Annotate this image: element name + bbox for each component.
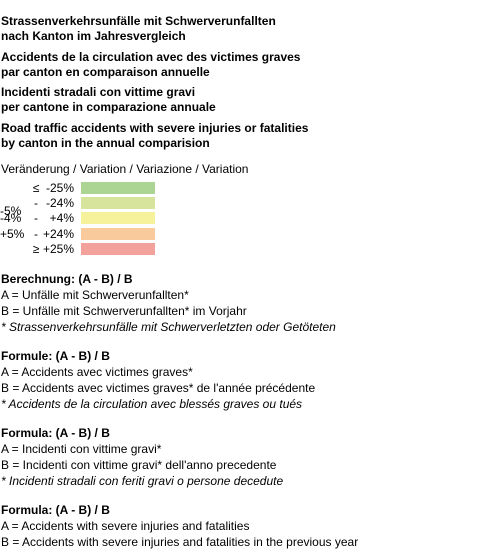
legend-range-sep: ≤ <box>32 181 40 195</box>
title-de: Strassenverkehrsunfälle mit Schwerverunf… <box>1 14 276 44</box>
legend-range-low: -4% <box>0 211 22 225</box>
legend-range-high: -25% <box>45 181 74 195</box>
formula-section-fr: Formule: (A - B) / B A = Accidents avec … <box>1 348 315 412</box>
title-fr: Accidents de la circulation avec des vic… <box>1 50 300 80</box>
legend-range-sep: ≥ <box>32 242 40 256</box>
legend-range-sep: - <box>34 196 38 210</box>
formula-heading: Formula: (A - B) / B <box>1 503 110 517</box>
legend-range-low: +5% <box>0 227 25 241</box>
title-en-line-1: Road traffic accidents with severe injur… <box>1 121 309 135</box>
formula-line-b: B = Unfälle mit Schwerverunfallten* im V… <box>1 304 247 318</box>
legend-range-sep: - <box>34 227 38 241</box>
legend-row-decrease-moderate: - -24% <box>0 196 200 211</box>
formula-line-b: B = Accidents with severe injuries and f… <box>1 535 359 549</box>
formula-line-a: A = Incidenti con vittime gravi* <box>1 442 162 456</box>
formula-heading: Berechnung: (A - B) / B <box>1 272 133 286</box>
legend-swatch <box>81 212 155 224</box>
formula-line-b: B = Incidenti con vittime gravi* dell'an… <box>1 458 277 472</box>
formula-footnote: * Accidents de la circulation avec bless… <box>1 397 303 411</box>
title-it: Incidenti stradali con vittime gravi per… <box>1 85 216 115</box>
legend-range-low: -5% <box>0 204 22 218</box>
legend-swatch <box>81 243 155 255</box>
formula-footnote: * Incidenti stradali con feriti gravi o … <box>1 474 284 488</box>
title-en-line-2: by canton in the annual comparision <box>1 136 210 150</box>
legend-range-high: +4% <box>49 211 74 225</box>
legend-row-increase-strong: ≥ +25% <box>0 242 200 257</box>
legend-heading: Veränderung / Variation / Variazione / V… <box>1 162 249 176</box>
title-it-line-1: Incidenti stradali con vittime gravi <box>1 85 196 99</box>
legend-range-high: +24% <box>42 227 74 241</box>
formula-section-it: Formula: (A - B) / B A = Incidenti con v… <box>1 425 283 489</box>
title-it-line-2: per cantone in comparazione annuale <box>1 100 216 114</box>
formula-line-a: A = Accidents avec victimes graves* <box>1 365 193 379</box>
title-fr-line-2: par canton en comparaison annuelle <box>1 65 210 79</box>
formula-heading: Formula: (A - B) / B <box>1 426 110 440</box>
legend-row-bound: -5% <box>0 204 200 219</box>
legend-swatch <box>81 182 155 194</box>
formula-section-en: Formula: (A - B) / B A = Accidents with … <box>1 502 358 550</box>
title-de-line-2: nach Kanton im Jahresvergleich <box>1 29 186 43</box>
legend-swatch <box>81 228 155 240</box>
legend-range-sep: - <box>34 211 38 225</box>
title-en: Road traffic accidents with severe injur… <box>1 121 308 151</box>
legend-row-increase-moderate: +5% - +24% <box>0 227 200 242</box>
formula-footnote: * Strassenverkehrsunfälle mit Schwerverl… <box>1 320 336 334</box>
legend-swatch <box>81 197 155 209</box>
legend-row-stable: -4% - +4% <box>0 211 200 226</box>
legend-row-decrease-strong: ≤ -25% <box>0 181 200 196</box>
formula-line-a: A = Unfälle mit Schwerverunfallten* <box>1 288 189 302</box>
formula-section-de: Berechnung: (A - B) / B A = Unfälle mit … <box>1 271 336 335</box>
formula-heading: Formule: (A - B) / B <box>1 349 110 363</box>
formula-line-a: A = Accidents with severe injuries and f… <box>1 519 250 533</box>
legend-range-high: -24% <box>45 196 74 210</box>
legend-range-high: +25% <box>42 242 74 256</box>
formula-line-b: B = Accidents avec victimes graves* de l… <box>1 381 316 395</box>
title-fr-line-1: Accidents de la circulation avec des vic… <box>1 50 301 64</box>
title-de-line-1: Strassenverkehrsunfälle mit Schwerverunf… <box>1 14 276 28</box>
